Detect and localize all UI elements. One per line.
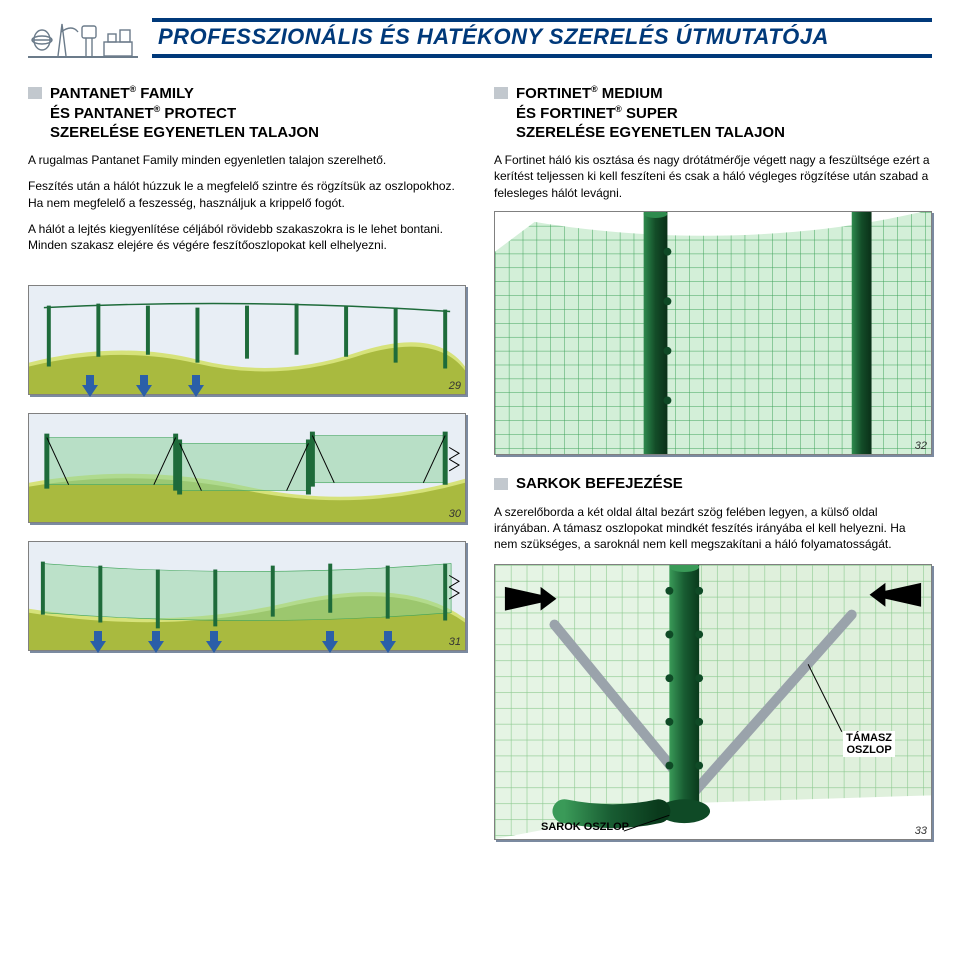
- fig30-number: 30: [449, 508, 461, 520]
- page-title: PROFESSZIONÁLIS ÉS HATÉKONY SZERELÉS ÚTM…: [158, 24, 932, 50]
- right-p1: A Fortinet háló kis osztása és nagy drót…: [494, 152, 932, 201]
- caption-sarok: SAROK OSZLOP: [541, 821, 629, 833]
- fig33-number: 33: [915, 825, 927, 837]
- section-bullet: [494, 478, 508, 490]
- caption-tamasz: TÁMASZOSZLOP: [843, 731, 895, 757]
- header: PROFESSZIONÁLIS ÉS HATÉKONY SZERELÉS ÚTM…: [28, 18, 932, 58]
- left-column: PANTANET® FAMILY ÉS PANTANET® PROTECT SZ…: [28, 84, 466, 840]
- corner-p: A szerelőborda a két oldal által bezárt …: [494, 504, 932, 553]
- left-p2: Feszítés után a hálót húzzuk le a megfel…: [28, 178, 466, 210]
- left-p1: A rugalmas Pantanet Family minden egyenl…: [28, 152, 466, 168]
- figure-32: 32: [494, 211, 932, 455]
- right-column: FORTINET® MEDIUM ÉS FORTINET® SUPER SZER…: [494, 84, 932, 840]
- fig29-arrows: [28, 375, 468, 397]
- left-section-title: PANTANET® FAMILY ÉS PANTANET® PROTECT SZ…: [50, 84, 319, 142]
- left-p3: A hálót a lejtés kiegyenlítése céljából …: [28, 221, 466, 253]
- figure-30: 30: [28, 413, 466, 523]
- figure-33: TÁMASZOSZLOP SAROK OSZLOP 33: [494, 564, 932, 840]
- section-bullet: [28, 87, 42, 99]
- header-icon-strip: [28, 18, 138, 58]
- section-bullet: [494, 87, 508, 99]
- page-title-bar: PROFESSZIONÁLIS ÉS HATÉKONY SZERELÉS ÚTM…: [152, 18, 932, 58]
- corner-section-title: SARKOK BEFEJEZÉSE: [516, 475, 683, 494]
- right-section-title: FORTINET® MEDIUM ÉS FORTINET® SUPER SZER…: [516, 84, 785, 142]
- fig31-arrows: [28, 631, 468, 653]
- fig32-number: 32: [915, 440, 927, 452]
